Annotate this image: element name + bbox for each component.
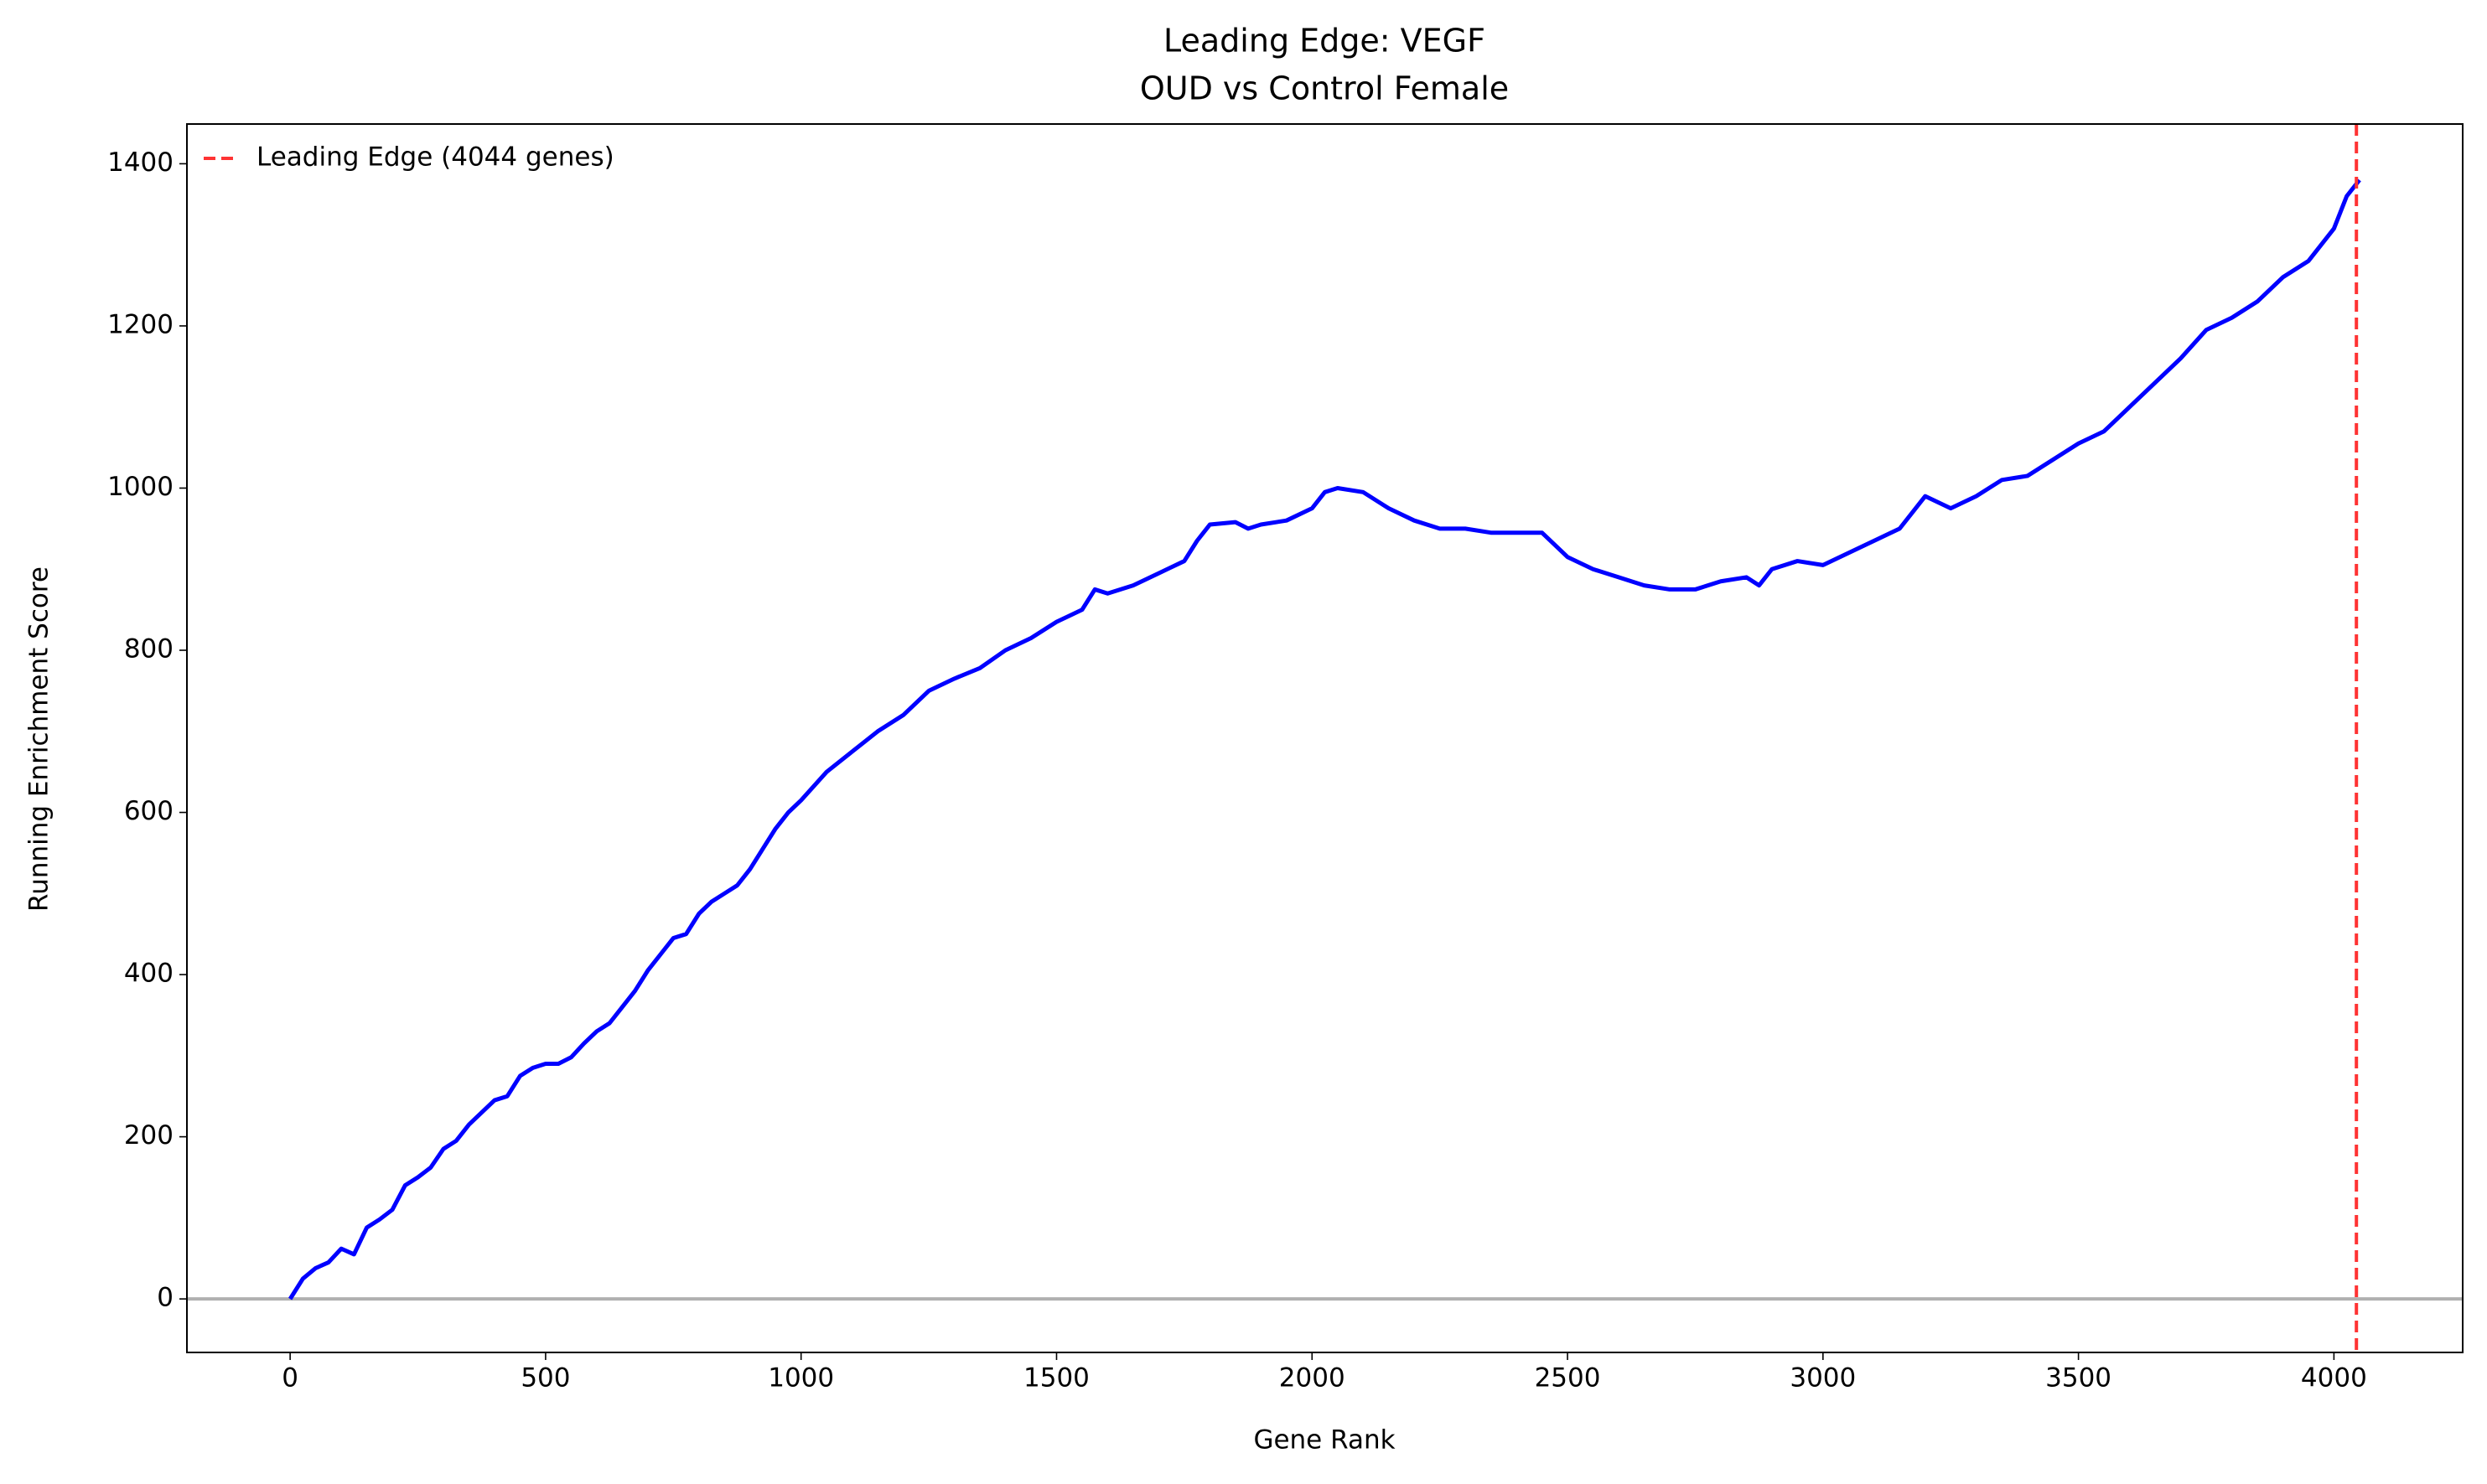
x-tick-label: 2000 <box>1279 1363 1345 1394</box>
x-tick-label: 1000 <box>768 1363 834 1394</box>
legend-label: Leading Edge (4044 genes) <box>256 142 614 173</box>
y-tick-label: 1200 <box>107 309 174 339</box>
y-tick-label: 1400 <box>107 147 174 178</box>
chart-title: Leading Edge: VEGF <box>1163 23 1485 59</box>
x-tick-label: 500 <box>521 1363 570 1394</box>
y-tick-label: 400 <box>124 959 174 989</box>
plot-frame <box>186 123 2464 1353</box>
y-tick-label: 0 <box>157 1283 174 1313</box>
y-axis-label: Running Enrichment Score <box>24 566 54 912</box>
chart-subtitle: OUD vs Control Female <box>1140 70 1509 107</box>
x-tick-label: 3000 <box>1790 1363 1856 1394</box>
x-tick-label: 3500 <box>2045 1363 2111 1394</box>
x-axis-label: Gene Rank <box>1253 1425 1395 1456</box>
y-tick-label: 1000 <box>107 472 174 502</box>
x-tick-label: 4000 <box>2301 1363 2367 1394</box>
x-tick-label: 2500 <box>1535 1363 1601 1394</box>
series-line <box>288 178 2361 1300</box>
y-tick-label: 800 <box>124 634 174 664</box>
x-tick-label: 0 <box>282 1363 298 1394</box>
x-tick-label: 1500 <box>1023 1363 1090 1394</box>
y-tick-label: 200 <box>124 1120 174 1150</box>
y-tick-label: 600 <box>124 796 174 826</box>
